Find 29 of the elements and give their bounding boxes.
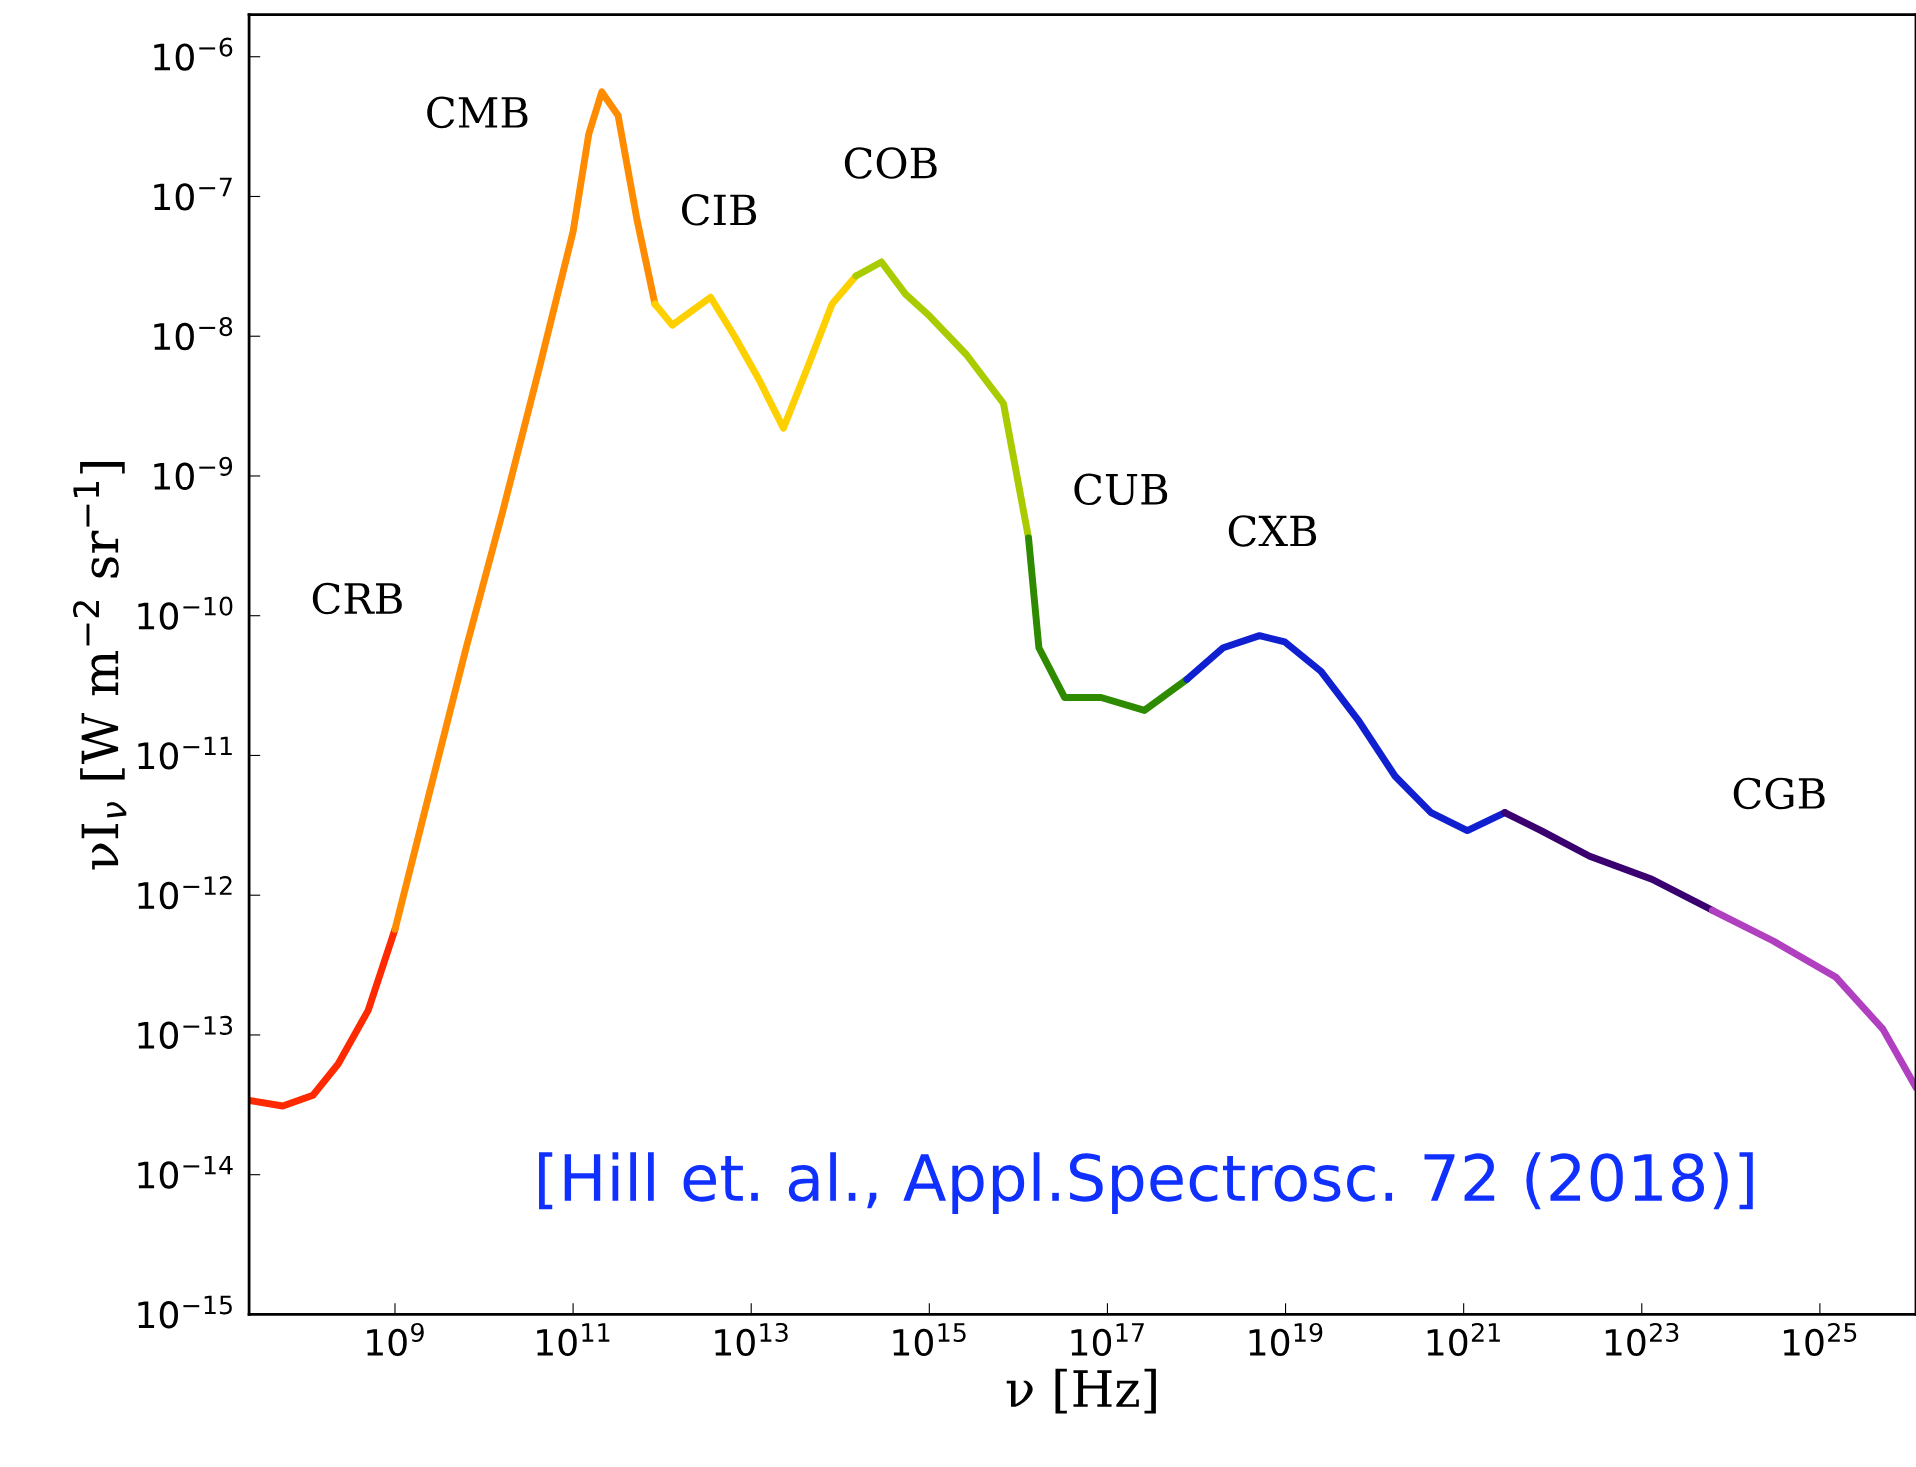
annotation: CRB [312, 582, 402, 615]
y-tick-label: 10$^{−6}$ [154, 37, 233, 71]
y-tick-label: 10$^{−14}$ [138, 1155, 233, 1189]
y-tick-label: 10$^{−7}$ [154, 177, 232, 211]
annotation: CXB [1228, 515, 1317, 547]
y-tick-label: 10$^{−15}$ [138, 1295, 232, 1329]
x-tick-label: 10$^{15}$ [893, 1323, 966, 1357]
annotation: CMB [427, 96, 528, 129]
y-tick-label: 10$^{−8}$ [154, 317, 233, 351]
y-axis-title: νI$_{ν}$ [W m$^{−2}$ sr$^{−1}$] [72, 462, 127, 870]
y-tick-label: 10$^{−11}$ [138, 736, 232, 770]
x-tick-label: 10$^{11}$ [537, 1323, 610, 1357]
y-tick-label: 10$^{−9}$ [154, 456, 233, 490]
x-tick-label: 10$^{21}$ [1427, 1322, 1500, 1356]
y-tick-label: 10$^{−10}$ [138, 596, 233, 630]
x-tick-label: 10$^{17}$ [1071, 1323, 1144, 1357]
x-tick-label: 10$^{19}$ [1249, 1322, 1323, 1356]
x-tick-label: 10$^{9}$ [367, 1322, 424, 1356]
annotation: CGB [1733, 777, 1825, 810]
y-tick-label: 10$^{−13}$ [138, 1015, 233, 1049]
x-tick-label: 10$^{25}$ [1783, 1322, 1857, 1356]
annotation: [Hill et. al., Appl.Spectrosc. 72 (2018)] [539, 1152, 1753, 1215]
annotation: CUB [1074, 473, 1168, 506]
x-tick-label: 10$^{13}$ [715, 1322, 788, 1356]
x-tick-label: 10$^{23}$ [1605, 1322, 1679, 1356]
annotation: CIB [682, 194, 757, 226]
y-tick-label: 10$^{−12}$ [138, 876, 232, 910]
annotation: COB [844, 147, 937, 179]
x-axis-title: ν [Hz] [1006, 1368, 1156, 1414]
